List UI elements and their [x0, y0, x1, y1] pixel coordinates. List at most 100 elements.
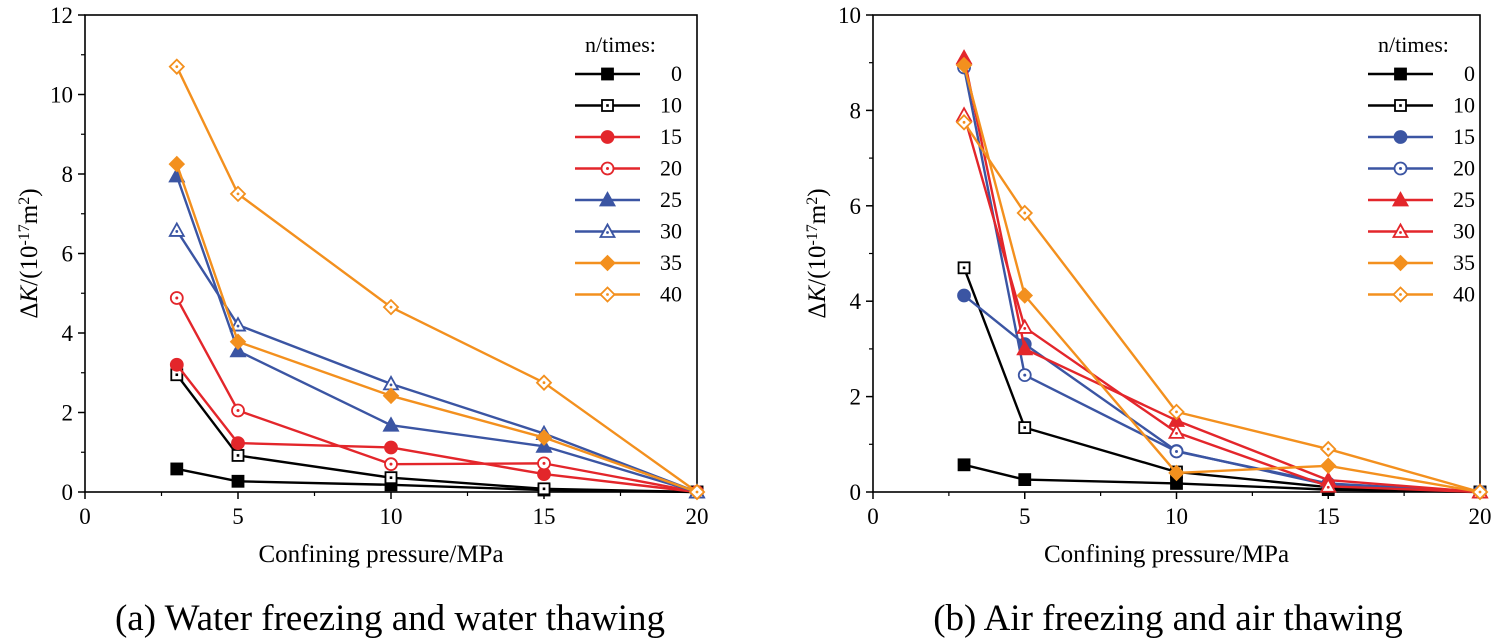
- y-tick-label: 8: [62, 162, 74, 187]
- series-35: [168, 155, 706, 501]
- y-tick-label: 4: [62, 321, 74, 346]
- legend-marker-20-dot: [1399, 167, 1402, 170]
- legend-marker-40-dot: [1399, 293, 1402, 296]
- y-tick-label: 10: [838, 3, 861, 28]
- series-line-40: [175, 66, 698, 493]
- y-axis-title-close: ): [16, 188, 43, 196]
- legend-label-15: 15: [660, 124, 682, 149]
- legend-label-35: 35: [1453, 250, 1475, 275]
- data-point-15-5: [231, 436, 245, 451]
- y-tick-label: 6: [62, 242, 74, 267]
- y-axis-title: ΔK/(10-17m2): [804, 188, 832, 318]
- data-point-40-5-dot: [1023, 211, 1027, 215]
- x-axis-title: Confining pressure/MPa: [258, 541, 503, 568]
- legend-label-0: 0: [1464, 61, 1475, 86]
- data-point-40-10-dot: [1175, 410, 1178, 414]
- legend: n/times: 0 10 15 20 25 30 35 40: [1368, 32, 1475, 307]
- y-tick-label: 10: [50, 83, 73, 108]
- x-tick-label: 5: [1019, 504, 1031, 529]
- x-tick-label: 10: [1165, 504, 1188, 529]
- y-axis-title-var: K: [804, 285, 831, 304]
- x-tick-label: 0: [79, 504, 91, 529]
- y-axis-title-exp: -17: [16, 224, 33, 245]
- y-axis-title-close: ): [804, 188, 831, 196]
- data-point-30-3-dot: [175, 230, 179, 233]
- series-20: [957, 60, 1487, 499]
- legend-label-20: 20: [1453, 156, 1475, 181]
- series-line-35: [962, 64, 1481, 494]
- series-10: [170, 368, 704, 499]
- series-line-10: [175, 374, 698, 494]
- x-tick-label: 20: [686, 504, 709, 529]
- y-tick-label: 12: [50, 3, 73, 28]
- data-point-35-10: [1168, 464, 1185, 482]
- data-point-35-3: [168, 155, 186, 173]
- data-point-35-10: [382, 387, 400, 405]
- x-tick-label: 5: [232, 504, 244, 529]
- x-tick-label: 0: [867, 504, 879, 529]
- x-tick-label: 20: [1469, 504, 1492, 529]
- legend-marker-30-dot: [1399, 231, 1402, 234]
- data-point-30-10: [1167, 423, 1186, 439]
- data-point-30-5-dot: [236, 324, 240, 328]
- legend-marker-30: [598, 222, 617, 238]
- data-point-30-5-dot: [1023, 327, 1027, 330]
- legend-marker-15: [1393, 130, 1408, 144]
- data-point-25-5: [229, 342, 247, 358]
- legend-label-35: 35: [660, 250, 682, 275]
- series-25: [168, 167, 706, 499]
- data-point-30-5: [1016, 318, 1034, 334]
- data-point-10-15-dot: [542, 487, 546, 491]
- chart-caption: (b) Air freezing and air thawing: [933, 598, 1403, 639]
- series-line-10: [962, 267, 1481, 494]
- legend-marker-25: [598, 191, 617, 207]
- y-axis-title-exp: -17: [804, 224, 821, 245]
- data-point-15-3: [957, 288, 971, 303]
- data-point-35-15: [1319, 457, 1337, 475]
- data-point-30-10-dot: [389, 383, 393, 387]
- legend-label-15: 15: [1453, 124, 1475, 149]
- data-point-20-10-dot: [1175, 449, 1178, 453]
- series-35: [955, 56, 1489, 501]
- series-line-25: [962, 57, 1481, 494]
- legend-marker-20-dot: [606, 167, 609, 170]
- data-point-40-3-dot: [962, 120, 966, 124]
- legend-label-25: 25: [660, 187, 682, 212]
- x-tick-label: 15: [533, 504, 556, 529]
- legend-title: n/times:: [1378, 32, 1449, 57]
- data-point-25-10: [382, 416, 400, 432]
- data-point-10-3-dot: [962, 266, 966, 270]
- legend-label-30: 30: [660, 219, 682, 244]
- series-40: [955, 114, 1489, 501]
- data-point-15-10: [384, 440, 398, 455]
- data-point-10-10-dot: [389, 476, 393, 479]
- data-point-30-15-dot: [1326, 485, 1330, 489]
- series-line-40: [963, 121, 1481, 494]
- legend-marker-25: [1391, 191, 1410, 207]
- y-tick-label: 6: [850, 194, 862, 219]
- data-point-40-20-dot: [695, 490, 699, 494]
- legend-marker-10-dot: [606, 104, 609, 107]
- legend-label-20: 20: [660, 156, 682, 181]
- legend-marker-35: [1392, 254, 1409, 272]
- legend: n/times: 0 10 15 20 25 30 35 40: [575, 32, 682, 307]
- data-point-30-5: [229, 316, 247, 332]
- data-point-40-15-dot: [542, 381, 546, 385]
- y-axis-title-unit-exp: 2: [16, 197, 33, 205]
- x-tick-label: 10: [380, 504, 403, 529]
- series-line-15: [963, 294, 1481, 494]
- data-point-30-3: [168, 221, 186, 237]
- legend-marker-15: [600, 130, 615, 144]
- legend-label-10: 10: [660, 93, 682, 118]
- legend-label-40: 40: [660, 282, 682, 307]
- y-axis-title-var: K: [16, 285, 43, 304]
- series-40: [168, 58, 706, 501]
- data-point-35-5: [1016, 287, 1034, 304]
- series-line-30: [175, 229, 698, 494]
- data-point-20-10-dot: [389, 462, 393, 466]
- legend-label-30: 30: [1453, 219, 1475, 244]
- data-point-40-20-dot: [1478, 490, 1482, 494]
- data-point-35-5: [229, 333, 247, 351]
- data-point-0-3: [170, 462, 184, 476]
